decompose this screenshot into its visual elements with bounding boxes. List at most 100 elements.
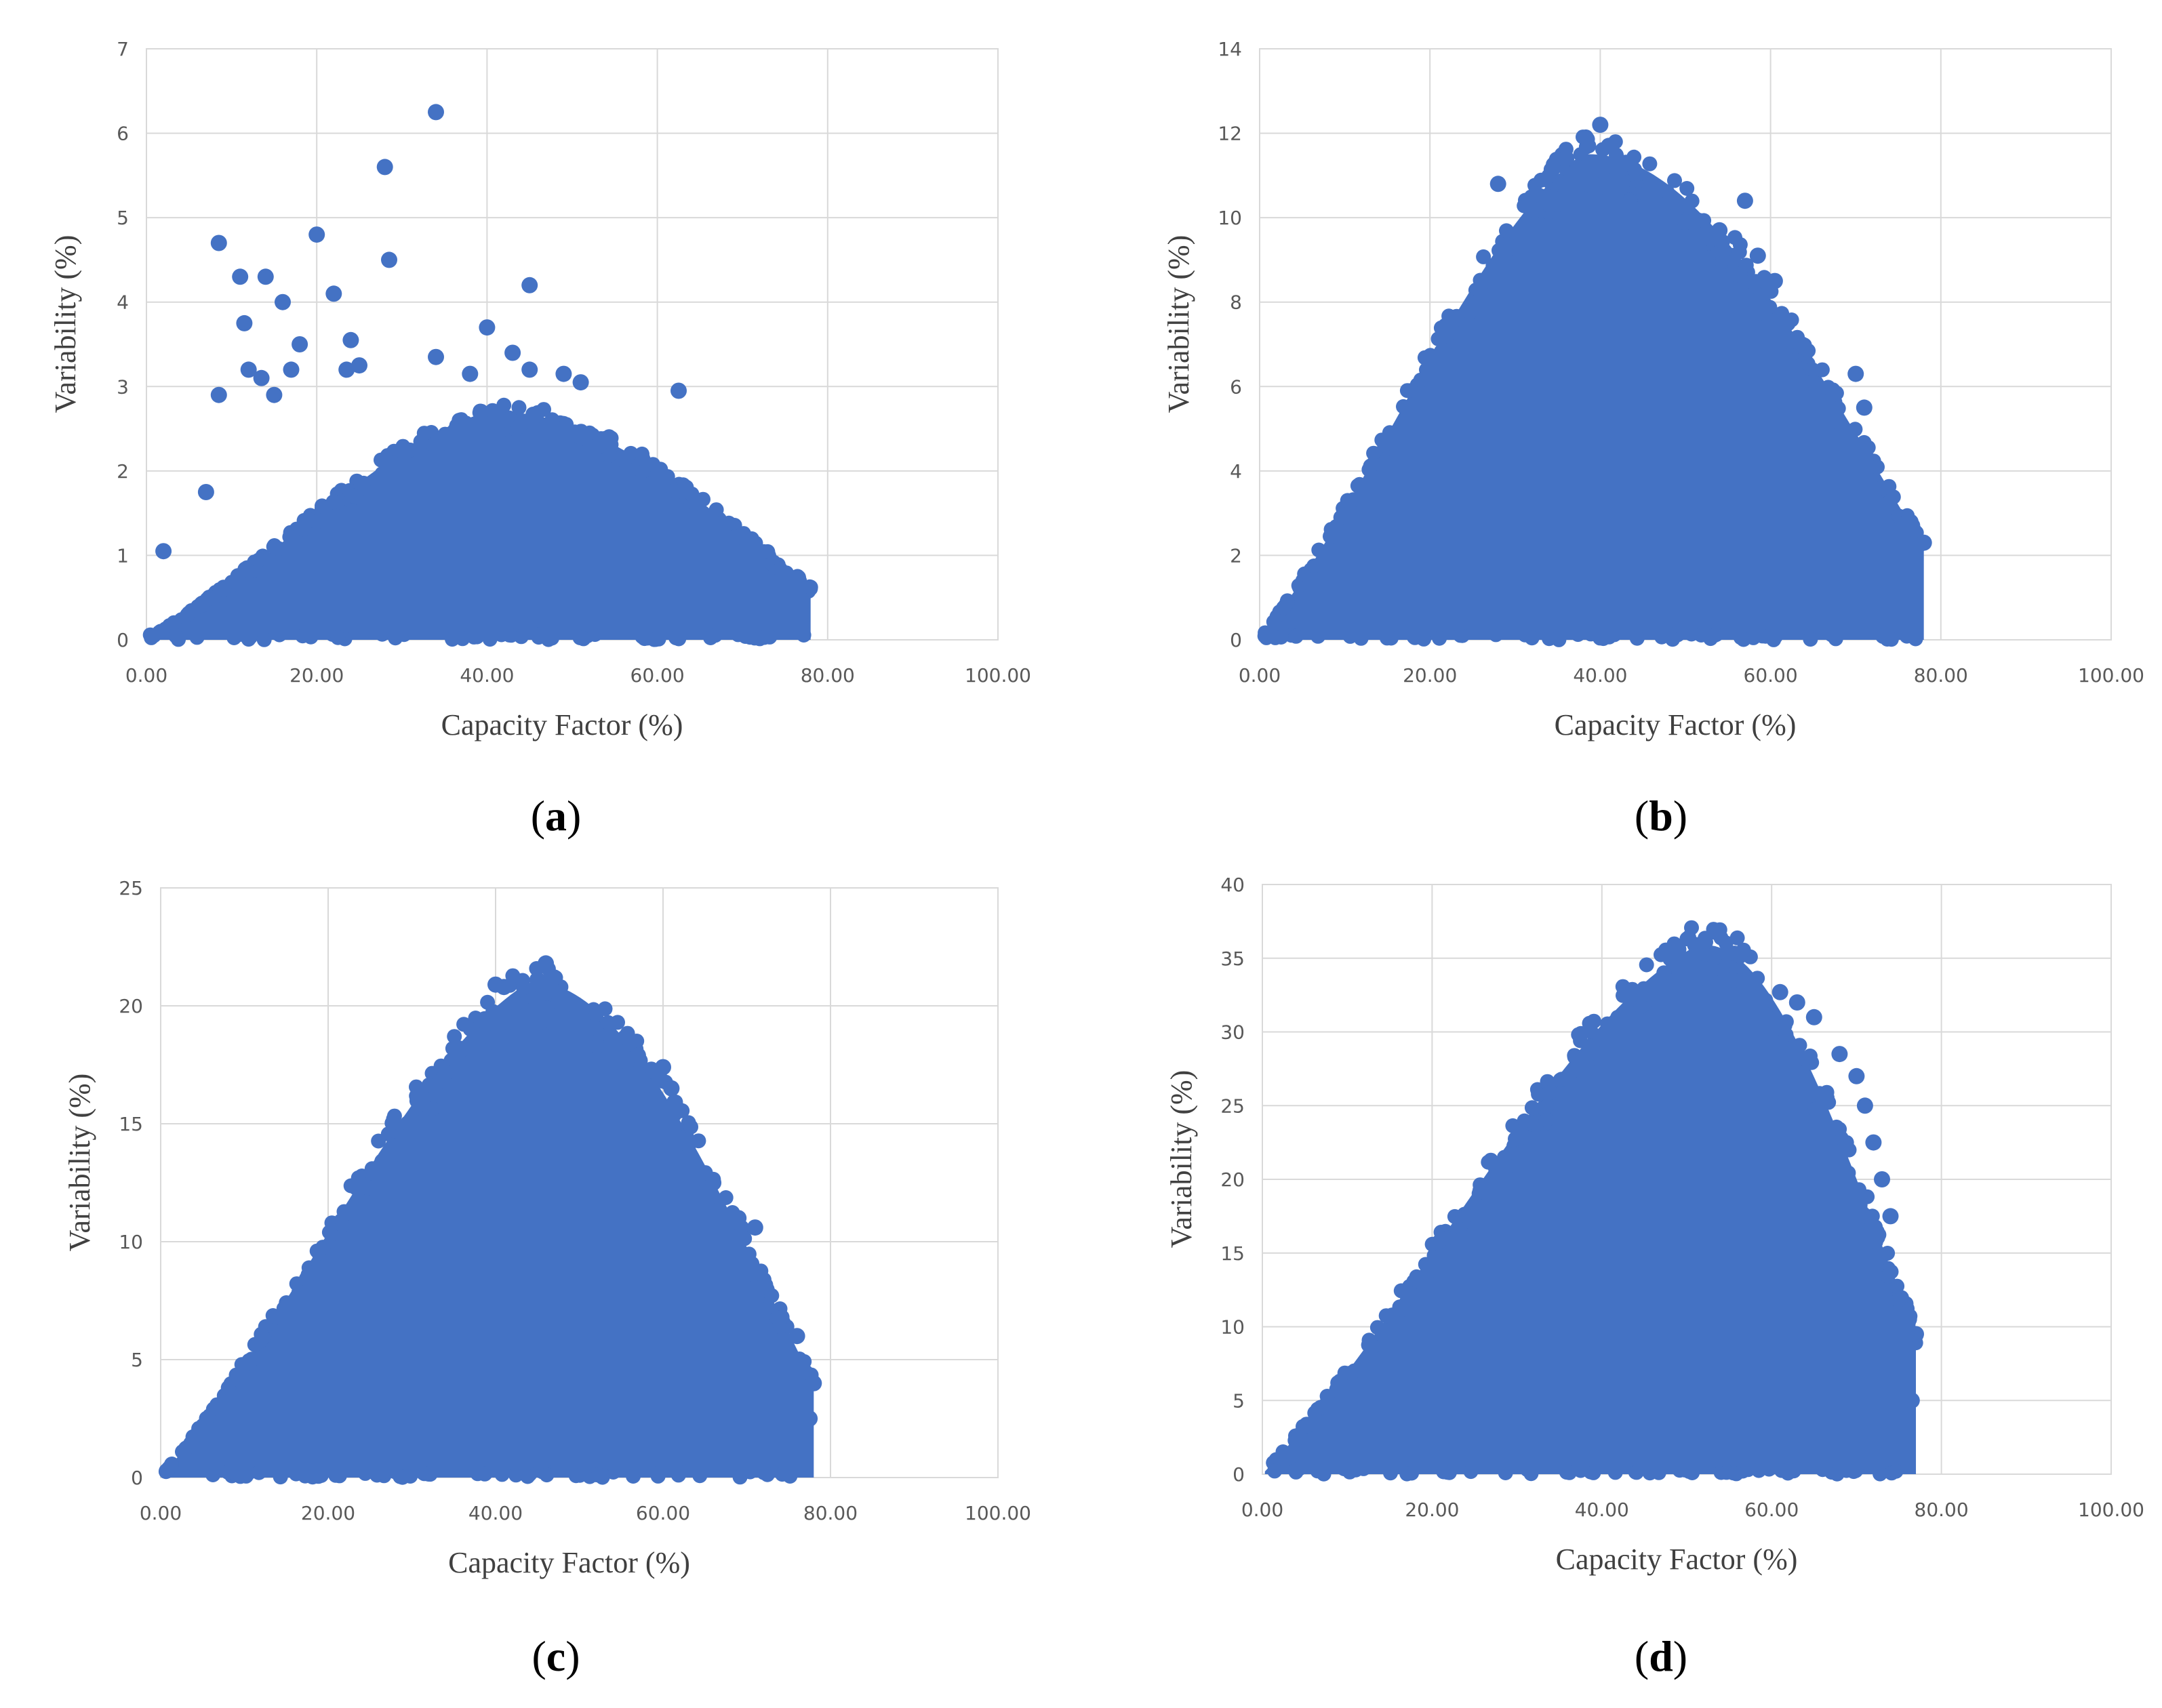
scatter-point <box>1717 243 1732 258</box>
scatter-point <box>336 1204 352 1219</box>
panel-label: (b) <box>1635 792 1687 840</box>
scatter-point <box>455 631 471 647</box>
scatter-point <box>671 1465 687 1480</box>
scatter-point <box>1482 1185 1498 1201</box>
scatter-point <box>372 1161 387 1177</box>
scatter-point <box>1628 1465 1644 1480</box>
scatter-point <box>1401 401 1416 416</box>
scatter-point <box>1487 1160 1503 1176</box>
scatter-point <box>1342 628 1358 644</box>
scatter-point <box>1889 1278 1905 1294</box>
scatter-point <box>1715 962 1731 978</box>
scatter-point <box>1276 600 1292 615</box>
scatter-point <box>374 452 388 468</box>
scatter-point <box>1677 1462 1693 1478</box>
scatter-point <box>1761 1461 1777 1477</box>
scatter-point <box>1670 962 1686 977</box>
scatter-point <box>428 348 444 365</box>
scatter-point <box>511 400 527 415</box>
scatter-point <box>1288 628 1304 644</box>
y-tick-label: 35 <box>1220 948 1245 970</box>
panel-letter: c <box>546 1632 565 1680</box>
scatter-point <box>1727 946 1742 961</box>
scatter-point <box>687 496 702 512</box>
scatter-point <box>1292 1461 1307 1476</box>
scatter-point <box>1607 627 1622 643</box>
scatter-point <box>1313 1400 1328 1415</box>
scatter-point <box>1880 1269 1896 1284</box>
scatter-point <box>544 983 560 999</box>
scatter-point <box>1600 1016 1615 1032</box>
x-axis-title: Capacity Factor (%) <box>448 1546 690 1579</box>
scatter-point <box>603 430 619 446</box>
x-tick-label: 100.00 <box>2078 664 2144 687</box>
scatter-point <box>1684 920 1699 935</box>
scatter-point <box>1310 1463 1325 1479</box>
scatter-point <box>572 374 589 391</box>
scatter-point <box>602 447 618 463</box>
scatter-point <box>757 544 772 559</box>
scatter-point <box>306 1265 322 1280</box>
x-tick-label: 60.00 <box>636 1502 690 1524</box>
scatter-point <box>508 996 523 1011</box>
scatter-point <box>544 412 560 428</box>
y-tick-label: 0 <box>117 629 129 651</box>
scatter-point <box>741 1246 757 1262</box>
scatter-point <box>1755 273 1771 289</box>
x-tick-label: 40.00 <box>1575 1499 1629 1521</box>
scatter-point <box>273 1469 288 1485</box>
scatter-point <box>1524 1100 1540 1116</box>
scatter-point <box>1306 558 1322 573</box>
y-tick-label: 1 <box>117 544 129 567</box>
scatter-point <box>666 483 682 499</box>
scatter-point <box>1711 222 1728 239</box>
scatter-point <box>1874 1171 1890 1187</box>
x-tick-label: 100.00 <box>965 1502 1031 1524</box>
scatter-point <box>1651 197 1667 212</box>
scatter-point <box>210 1401 226 1417</box>
scatter-point <box>546 969 563 986</box>
scatter-point <box>1582 1015 1597 1031</box>
scatter-point <box>484 415 499 430</box>
scatter-point <box>530 627 546 643</box>
scatter-point <box>1624 987 1639 1002</box>
scatter-point <box>1750 971 1765 986</box>
y-tick-label: 10 <box>1218 207 1242 229</box>
scatter-point <box>473 403 489 419</box>
scatter-point <box>239 1356 255 1371</box>
y-axis-title: Variability (%) <box>63 1074 96 1252</box>
scatter-point <box>282 529 298 545</box>
scatter-point <box>692 1468 708 1484</box>
scatter-point <box>232 268 249 285</box>
scatter-point <box>1476 249 1492 264</box>
chart-panel-b: 0.00 20.00 40.00 60.00 80.00 100.00 0 2 4 6 8 10 12 1… <box>1162 38 2144 840</box>
scatter-point <box>1877 628 1892 643</box>
scatter-point <box>1807 1101 1823 1117</box>
scatter-point <box>1642 156 1658 171</box>
scatter-point <box>1771 983 1788 1000</box>
scatter-point <box>1746 627 1762 642</box>
scatter-point <box>668 1105 683 1121</box>
scatter-point <box>643 1097 659 1112</box>
scatter-point <box>485 1004 501 1019</box>
scatter-point <box>1792 1038 1807 1053</box>
scatter-point <box>1831 1150 1847 1166</box>
scatter-point <box>1517 627 1533 643</box>
y-tick-label: 4 <box>117 291 129 314</box>
scatter-point <box>374 466 390 481</box>
scatter-point <box>163 1458 179 1473</box>
scatter-point <box>251 552 266 568</box>
scatter-point <box>753 1263 769 1279</box>
scatter-point <box>1788 994 1805 1011</box>
scatter-point <box>1687 937 1704 954</box>
scatter-point <box>1782 334 1798 350</box>
scatter-point <box>254 1330 270 1346</box>
y-tick-label: 10 <box>1220 1316 1245 1339</box>
scatter-point <box>432 1074 447 1089</box>
scatter-point <box>500 1015 516 1030</box>
scatter-point <box>271 541 286 556</box>
scatter-point <box>588 1020 603 1036</box>
x-axis-title: Capacity Factor (%) <box>1555 708 1797 741</box>
x-tick-label: 100.00 <box>2078 1499 2144 1521</box>
scatter-point <box>1679 181 1695 196</box>
